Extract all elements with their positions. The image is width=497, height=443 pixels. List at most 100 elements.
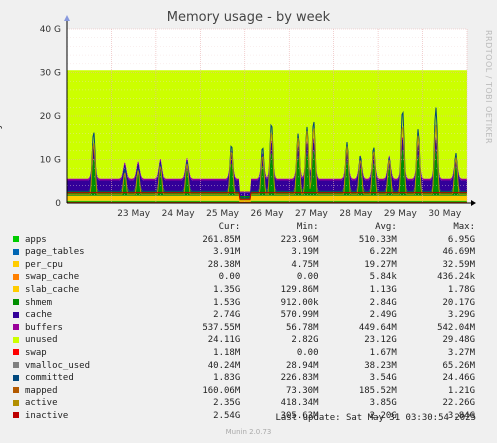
legend-avg: 38.23M <box>364 360 397 371</box>
munin-version: Munin 2.0.73 <box>225 428 272 436</box>
legend-name: apps <box>25 234 47 245</box>
y-tick-label: 30 G <box>40 69 61 79</box>
legend-name: buffers <box>25 322 63 333</box>
legend-header-row: Cur: Min: Avg: Max: <box>12 221 475 234</box>
legend-cur: 3.91M <box>213 247 241 258</box>
legend-row-inactive: inactive 2.54G 305.63M 2.20G 3.84G <box>12 410 475 423</box>
legend-cur: 1.35G <box>213 284 241 295</box>
x-tick-label: 26 May <box>251 209 285 218</box>
legend-min: 129.86M <box>280 284 319 295</box>
legend-row-page-tables: page_tables 3.91M 3.19M 6.22M 46.69M <box>12 246 475 259</box>
legend-min: 73.30M <box>285 385 319 396</box>
legend-max: 436.24k <box>437 272 475 283</box>
legend-avg: 449.64M <box>358 322 397 333</box>
legend-avg: 19.27M <box>364 259 397 270</box>
legend-name: page_tables <box>25 247 85 258</box>
legend-cur: 537.55M <box>202 322 241 333</box>
legend-max: 22.26G <box>442 398 475 409</box>
legend-name: unused <box>25 335 58 346</box>
rrdtool-credit: RRDTOOL / TOBI OETIKER <box>484 30 493 145</box>
legend-avg: 2.20G <box>369 410 397 421</box>
legend-name: shmem <box>25 297 53 308</box>
y-tick-label: 0 <box>55 199 61 209</box>
area-unused <box>67 70 467 192</box>
legend-min: 226.83M <box>280 373 319 384</box>
y-tick-label: 40 G <box>40 25 61 35</box>
legend-row-buffers: buffers 537.55M 56.78M 449.64M 542.04M <box>12 322 475 335</box>
legend-row-apps: apps 261.85M 223.96M 510.33M 6.95G <box>12 234 475 247</box>
y-tick-label: 10 G <box>40 156 61 166</box>
legend-avg: 3.85G <box>369 398 397 409</box>
legend-row-vmalloc-used: vmalloc_used 40.24M 28.94M 38.23M 65.26M <box>12 360 475 373</box>
legend-swatch <box>13 324 19 331</box>
legend-cur: 1.83G <box>213 373 241 384</box>
legend-cur: 160.06M <box>202 385 241 396</box>
legend-name: inactive <box>25 410 69 421</box>
legend-cur: 28.38M <box>207 259 241 270</box>
legend-avg: 1.13G <box>369 284 397 295</box>
legend-swatch <box>13 349 19 356</box>
legend-avg: 6.22M <box>369 247 397 258</box>
legend-max: 29.48G <box>442 335 475 346</box>
legend-min: 0.00 <box>296 272 319 283</box>
legend-min: 223.96M <box>280 234 319 245</box>
legend-swatch <box>13 374 19 381</box>
legend-cur: 24.11G <box>207 335 241 346</box>
legend-cur: 0.00 <box>218 272 241 283</box>
legend-cur: 261.85M <box>202 234 241 245</box>
legend-row-active: active 2.35G 418.34M 3.85G 22.26G <box>12 397 475 410</box>
legend-min: 418.34M <box>280 398 319 409</box>
legend-name: swap_cache <box>25 272 80 283</box>
legend-avg: 5.84k <box>369 272 397 283</box>
y-axis-arrow <box>64 15 70 21</box>
legend-min: 305.63M <box>280 410 319 421</box>
last-update: Last update: Sat May 31 03:30:54 2025 <box>275 413 476 423</box>
legend-cur: 2.74G <box>213 310 241 321</box>
legend-row-slab-cache: slab_cache 1.35G 129.86M 1.13G 1.78G <box>12 284 475 297</box>
legend-name: slab_cache <box>25 284 80 295</box>
legend-header-max: Max: <box>453 222 475 232</box>
y-tick-label: 20 G <box>40 112 61 122</box>
legend-row-swap-cache: swap_cache 0.00 0.00 5.84k 436.24k <box>12 271 475 284</box>
legend-row-per-cpu: per_cpu 28.38M 4.75M 19.27M 32.59M <box>12 259 475 272</box>
line-active <box>67 124 467 201</box>
legend-max: 3.84G <box>447 410 475 421</box>
legend-row-unused: unused 24.11G 2.82G 23.12G 29.48G <box>12 334 475 347</box>
legend-header-min: Min: <box>296 222 319 232</box>
line-inactive <box>67 192 467 200</box>
legend-name: active <box>25 398 58 409</box>
legend-max: 32.59M <box>442 259 475 270</box>
legend-cur: 2.35G <box>213 398 241 409</box>
legend-header-avg: Avg: <box>375 222 397 232</box>
legend-row-mapped: mapped 160.06M 73.30M 185.52M 1.21G <box>12 385 475 398</box>
legend-header-cur: Cur: <box>218 222 241 232</box>
legend-swatch <box>13 299 19 306</box>
legend-cur: 1.18M <box>213 347 241 358</box>
chart-title: Memory usage - by week <box>166 10 331 25</box>
legend-cur: 2.54G <box>213 410 241 421</box>
legend-min: 0.00 <box>296 347 319 358</box>
legend-swatch <box>13 261 19 268</box>
legend-swatch <box>13 311 19 318</box>
legend-row-committed: committed 1.83G 226.83M 3.54G 24.46G <box>12 372 475 385</box>
legend-swatch <box>13 248 19 255</box>
legend-avg: 1.67M <box>369 347 397 358</box>
legend-swatch <box>13 387 19 394</box>
legend-min: 2.82G <box>291 335 319 346</box>
legend-min: 3.19M <box>291 247 319 258</box>
legend-min: 56.78M <box>285 322 319 333</box>
legend-max: 20.17G <box>442 297 475 308</box>
legend-name: mapped <box>25 385 58 396</box>
x-tick-label: 24 May <box>162 209 196 218</box>
legend-max: 65.26M <box>442 360 475 371</box>
legend-cur: 1.53G <box>213 297 241 308</box>
area-shmem <box>67 148 467 201</box>
x-tick-label: 23 May <box>117 209 151 218</box>
legend-name: vmalloc_used <box>25 360 91 371</box>
legend-table: Cur: Min: Avg: Max: apps 261.85M 223.96M 51… <box>12 221 475 423</box>
area-per-cpu <box>67 200 467 203</box>
legend-swatch <box>13 412 19 419</box>
area-slab-cache <box>67 195 467 202</box>
legend-min: 570.99M <box>280 310 319 321</box>
